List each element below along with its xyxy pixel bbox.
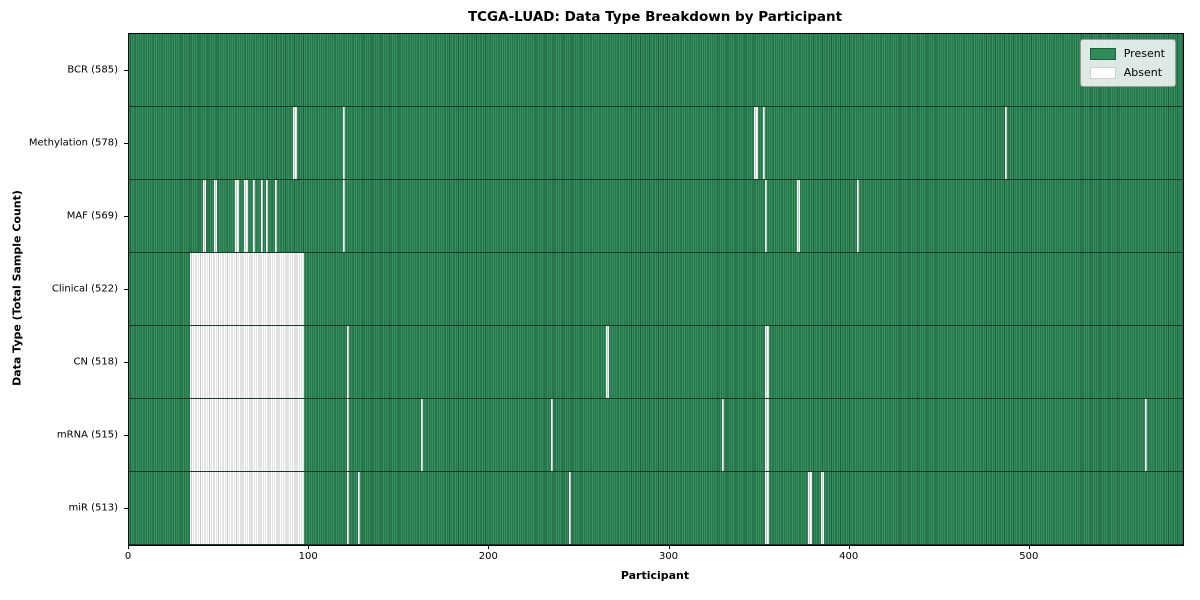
absent-stripe <box>763 107 766 179</box>
absent-stripe <box>765 472 769 544</box>
x-axis-title: Participant <box>620 569 690 582</box>
heatmap-row-mRNA <box>129 399 1183 472</box>
absent-stripe <box>820 472 825 544</box>
heatmap-row-CN <box>129 326 1183 399</box>
absent-stripe <box>347 399 350 471</box>
y-tick-mark <box>124 142 128 144</box>
legend-item-present: Present <box>1089 47 1165 60</box>
y-tick-label: MAF (569) <box>66 210 118 221</box>
absent-stripe <box>253 180 256 252</box>
y-tick-label: CN (518) <box>73 356 118 367</box>
absent-stripe <box>606 326 609 398</box>
x-tick-label: 500 <box>1019 551 1039 562</box>
absent-stripe <box>265 180 269 252</box>
absent-stripe <box>190 472 304 544</box>
legend: Present Absent <box>1079 39 1176 87</box>
x-tick-mark <box>668 545 670 549</box>
absent-stripe <box>357 472 360 544</box>
absent-stripe <box>808 472 812 544</box>
x-tick-label: 200 <box>478 551 498 562</box>
heatmap-row-miR <box>129 472 1183 545</box>
absent-stripe <box>343 180 346 252</box>
absent-stripe <box>202 180 207 252</box>
absent-stripe <box>1145 399 1148 471</box>
absent-stripe <box>190 253 304 325</box>
absent-stripe <box>754 107 758 179</box>
absent-stripe <box>347 472 350 544</box>
y-tick-label: BCR (585) <box>67 64 118 75</box>
chart-title: TCGA-LUAD: Data Type Breakdown by Partic… <box>467 9 843 25</box>
absent-stripe <box>721 399 724 471</box>
legend-present-swatch <box>1089 47 1116 60</box>
absent-stripe <box>856 180 859 252</box>
x-tick-label: 0 <box>124 551 132 562</box>
absent-stripe <box>420 399 423 471</box>
y-tick-mark <box>124 288 128 290</box>
x-tick-label: 300 <box>658 551 679 562</box>
plot-area: Present Absent <box>128 33 1184 546</box>
y-tick-label: Methylation (578) <box>28 137 118 148</box>
y-tick-mark <box>124 215 128 217</box>
x-tick-mark <box>308 545 310 549</box>
heatmap-row-BCR <box>129 34 1183 107</box>
x-tick-label: 100 <box>298 551 318 562</box>
y-tick-label: Clinical (522) <box>51 283 118 294</box>
heatmap-row-Methylation <box>129 107 1183 180</box>
y-tick-mark <box>124 69 128 71</box>
legend-item-absent: Absent <box>1089 66 1165 79</box>
x-tick-mark <box>1028 545 1030 549</box>
x-tick-mark <box>848 545 850 549</box>
absent-stripe <box>190 399 304 471</box>
absent-stripe <box>550 399 553 471</box>
absent-stripe <box>765 326 769 398</box>
y-tick-mark <box>124 434 128 436</box>
absent-stripe <box>292 107 297 179</box>
y-tick-mark <box>124 361 128 363</box>
absent-stripe <box>343 107 346 179</box>
legend-present-label: Present <box>1123 47 1165 60</box>
absent-stripe <box>765 399 769 471</box>
absent-stripe <box>260 180 263 252</box>
absent-stripe <box>797 180 800 252</box>
absent-stripe <box>213 180 218 252</box>
y-tick-mark <box>124 507 128 509</box>
heatmap-row-Clinical <box>129 253 1183 326</box>
legend-absent-label: Absent <box>1123 66 1163 79</box>
x-tick-label: 400 <box>839 551 859 562</box>
absent-stripe <box>190 326 304 398</box>
absent-stripe <box>274 180 278 252</box>
x-tick-mark <box>128 545 129 549</box>
x-tick-mark <box>488 545 490 549</box>
heatmap-row-MAF <box>129 180 1183 253</box>
absent-stripe <box>568 472 571 544</box>
absent-stripe <box>765 180 768 252</box>
absent-stripe <box>244 180 248 252</box>
legend-absent-swatch <box>1089 66 1116 79</box>
absent-stripe <box>347 326 350 398</box>
absent-stripe <box>235 180 239 252</box>
absent-stripe <box>1004 107 1007 179</box>
y-tick-label: mRNA (515) <box>56 429 118 440</box>
y-tick-label: miR (513) <box>68 502 118 513</box>
